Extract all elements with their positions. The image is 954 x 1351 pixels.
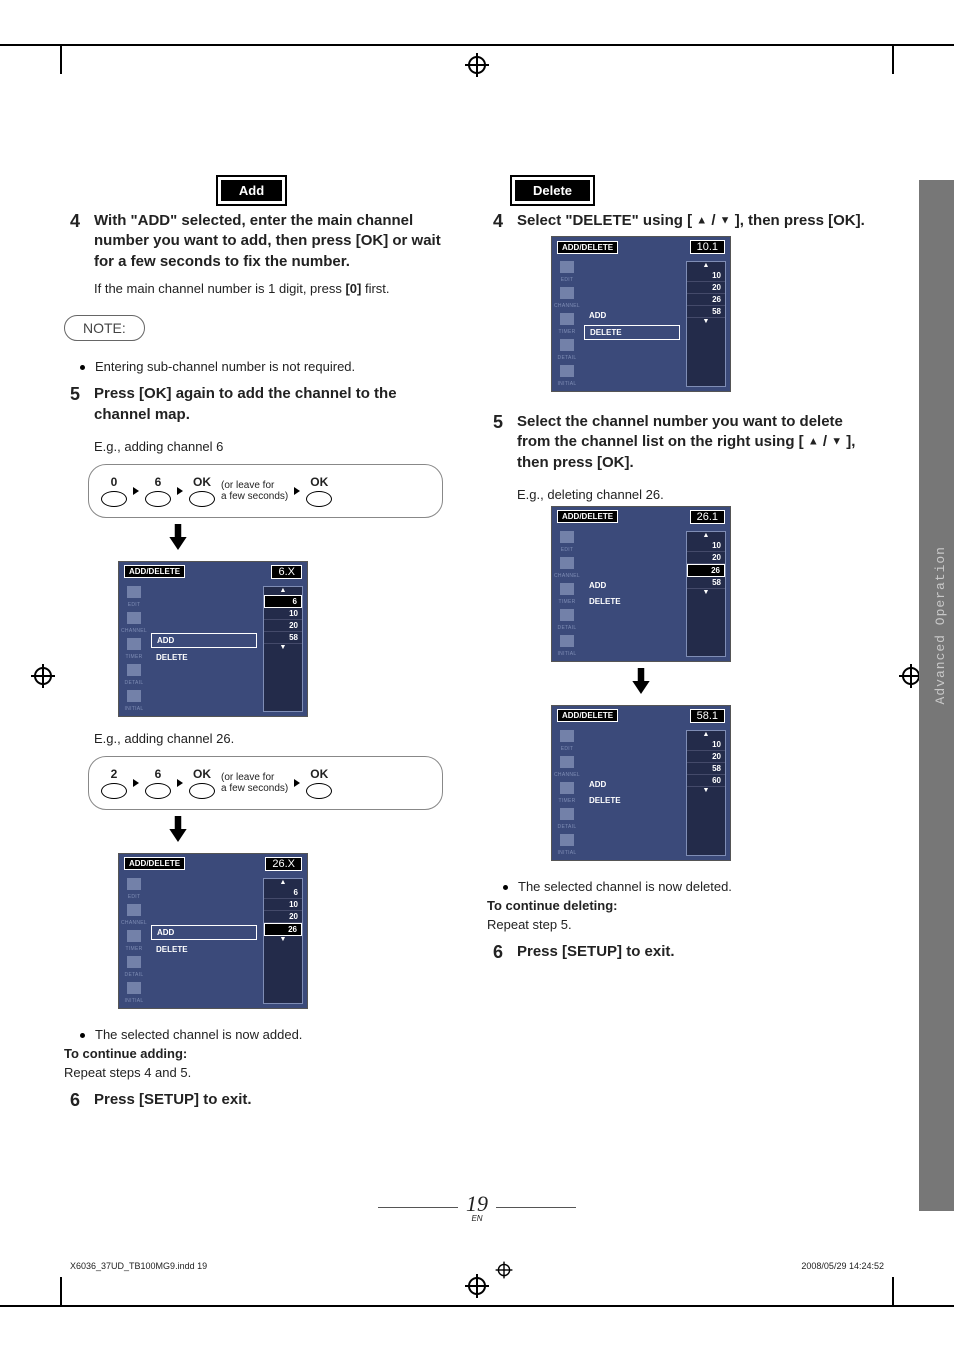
- remote-button-icon: [306, 783, 332, 799]
- tv-sidebar-icon: [560, 609, 574, 621]
- tv-sidebar-icon: [560, 635, 574, 647]
- note-bullet: Entering sub-channel number is not requi…: [60, 359, 443, 374]
- step-4-add-body: With "ADD" selected, enter the main chan…: [94, 211, 443, 272]
- footer-file: X6036_37UD_TB100MG9.indd 19: [70, 1261, 207, 1279]
- added-bullet: The selected channel is now added.: [60, 1027, 443, 1042]
- add-heading-tag: Add: [221, 180, 282, 201]
- tv-screen-58-1: ADD/DELETE58.1 EDITCHANNELTIMERDETAILINI…: [551, 705, 731, 861]
- tv-sidebar-icon: [560, 834, 574, 846]
- down-arrow-icon: [88, 524, 268, 555]
- tv-sidebar-icon: [127, 904, 141, 916]
- step-number: 5: [60, 384, 80, 425]
- delete-heading-tag: Delete: [515, 180, 590, 201]
- remote-sequence-6: 0 6 OK (or leave fora few seconds) OK: [88, 464, 443, 518]
- repeat-steps: Repeat steps 4 and 5.: [60, 1065, 443, 1080]
- remote-button-icon: [189, 783, 215, 799]
- tv-screen-26x: ADD/DELETE26.X EDITCHANNELTIMERDETAILINI…: [118, 853, 308, 1009]
- step-number: 4: [60, 211, 80, 272]
- step-number: 5: [483, 412, 503, 473]
- tv-sidebar-icon: [560, 365, 574, 377]
- arrow-right-icon: [177, 779, 183, 787]
- section-tab-label: Advanced Operation: [934, 546, 948, 704]
- tv-screen-26-1: ADD/DELETE26.1 EDITCHANNELTIMERDETAILINI…: [551, 506, 731, 662]
- registration-mark-top: [468, 56, 486, 74]
- tv-sidebar-icon: [560, 782, 574, 794]
- tv-sidebar-icon: [560, 808, 574, 820]
- step-number: 6: [60, 1090, 80, 1111]
- down-arrow-icon: [551, 668, 731, 699]
- remote-button-icon: [101, 491, 127, 507]
- repeat-step: Repeat step 5.: [483, 917, 866, 932]
- step-6-delete-body: Press [SETUP] to exit.: [517, 942, 866, 963]
- tv-sidebar-icon: [127, 930, 141, 942]
- tv-sidebar-icon: [127, 690, 141, 702]
- tv-sidebar-icon: [560, 557, 574, 569]
- remote-button-icon: [101, 783, 127, 799]
- registration-mark-right: [902, 667, 920, 685]
- tv-screen-6x: ADD/DELETE6.X EDITCHANNELTIMERDETAILINIT…: [118, 561, 308, 717]
- page-number: 19EN: [378, 1191, 576, 1223]
- arrow-right-icon: [177, 487, 183, 495]
- remote-button-icon: [306, 491, 332, 507]
- step-5-delete-body: Select the channel number you want to de…: [517, 412, 866, 473]
- tv-sidebar-icon: [560, 261, 574, 273]
- example-label: E.g., deleting channel 26.: [483, 487, 866, 502]
- to-continue-deleting: To continue deleting:: [483, 898, 866, 913]
- registration-mark-left: [34, 667, 52, 685]
- down-arrow-icon: [88, 816, 268, 847]
- arrow-right-icon: [294, 487, 300, 495]
- example-label: E.g., adding channel 6: [60, 439, 443, 454]
- tv-sidebar-icon: [127, 586, 141, 598]
- remote-sequence-26: 2 6 OK (or leave fora few seconds) OK: [88, 756, 443, 810]
- step-4-add-note: If the main channel number is 1 digit, p…: [60, 280, 443, 298]
- tv-screen-10-1: ADD/DELETE10.1 EDITCHANNELTIMERDETAILINI…: [551, 236, 731, 392]
- note-pill: NOTE:: [64, 315, 145, 341]
- arrow-right-icon: [133, 779, 139, 787]
- tv-sidebar-icon: [560, 583, 574, 595]
- step-number: 4: [483, 211, 503, 232]
- tv-sidebar-icon: [127, 638, 141, 650]
- tv-sidebar-icon: [560, 756, 574, 768]
- to-continue-adding: To continue adding:: [60, 1046, 443, 1061]
- registration-mark-bottom: [468, 1277, 486, 1295]
- remote-button-icon: [145, 491, 171, 507]
- tv-sidebar-icon: [560, 339, 574, 351]
- tv-sidebar-icon: [560, 313, 574, 325]
- registration-mark-footer: [498, 1264, 511, 1277]
- arrow-right-icon: [133, 487, 139, 495]
- example-label: E.g., adding channel 26.: [60, 731, 443, 746]
- remote-button-icon: [189, 491, 215, 507]
- tv-sidebar-icon: [560, 531, 574, 543]
- column-delete: Delete 4 Select "DELETE" using [ ▲ / ▼ ]…: [483, 180, 894, 1211]
- deleted-bullet: The selected channel is now deleted.: [483, 879, 866, 894]
- step-5-add-body: Press [OK] again to add the channel to t…: [94, 384, 443, 425]
- step-number: 6: [483, 942, 503, 963]
- column-add: Add 4 With "ADD" selected, enter the mai…: [60, 180, 443, 1211]
- arrow-right-icon: [294, 779, 300, 787]
- tv-sidebar-icon: [127, 664, 141, 676]
- tv-sidebar-icon: [127, 878, 141, 890]
- tv-sidebar-icon: [127, 612, 141, 624]
- step-4-delete-body: Select "DELETE" using [ ▲ / ▼ ], then pr…: [517, 211, 866, 232]
- tv-sidebar-icon: [127, 956, 141, 968]
- remote-button-icon: [145, 783, 171, 799]
- tv-sidebar-icon: [560, 287, 574, 299]
- tv-sidebar-icon: [127, 982, 141, 994]
- step-6-add-body: Press [SETUP] to exit.: [94, 1090, 443, 1111]
- tv-sidebar-icon: [560, 730, 574, 742]
- footer-timestamp: 2008/05/29 14:24:52: [801, 1261, 884, 1279]
